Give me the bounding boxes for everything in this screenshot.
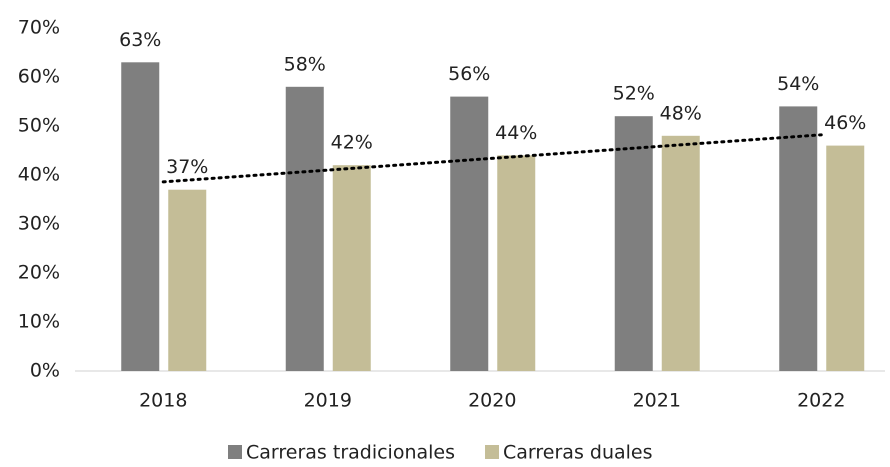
bar	[779, 106, 818, 372]
legend-swatch	[228, 445, 242, 459]
data-label: 58%	[284, 53, 326, 75]
data-label: 52%	[613, 83, 655, 105]
bar	[332, 165, 371, 371]
bar	[497, 155, 536, 371]
x-tick-label: 2019	[304, 390, 352, 412]
legend-swatch	[485, 445, 500, 459]
x-tick-label: 2018	[139, 390, 187, 412]
bar	[450, 96, 489, 371]
y-tick-label: 50%	[18, 115, 60, 137]
bar	[168, 189, 207, 371]
x-tick-label: 2020	[468, 390, 516, 412]
data-label: 63%	[119, 29, 161, 51]
bar	[661, 135, 700, 371]
bar	[614, 116, 653, 371]
bar	[285, 86, 324, 372]
data-label: 46%	[824, 112, 866, 134]
data-label: 37%	[166, 156, 208, 178]
legend-label: Carreras tradicionales	[246, 442, 455, 464]
bar	[121, 62, 160, 372]
x-tick-label: 2022	[797, 390, 845, 412]
data-label: 48%	[660, 102, 702, 124]
legend-label: Carreras duales	[503, 442, 652, 464]
y-tick-label: 70%	[18, 17, 60, 39]
y-tick-label: 20%	[18, 262, 60, 284]
y-tick-label: 10%	[18, 311, 60, 333]
trendline	[161, 133, 823, 184]
y-tick-label: 60%	[18, 66, 60, 88]
y-tick-label: 0%	[30, 360, 60, 382]
data-label: 44%	[495, 122, 537, 144]
x-tick-label: 2021	[633, 390, 681, 412]
data-label: 54%	[777, 73, 819, 95]
bar	[826, 145, 865, 371]
data-label: 56%	[448, 63, 490, 85]
y-tick-label: 30%	[18, 213, 60, 235]
data-label: 42%	[331, 132, 373, 154]
y-tick-label: 40%	[18, 164, 60, 186]
